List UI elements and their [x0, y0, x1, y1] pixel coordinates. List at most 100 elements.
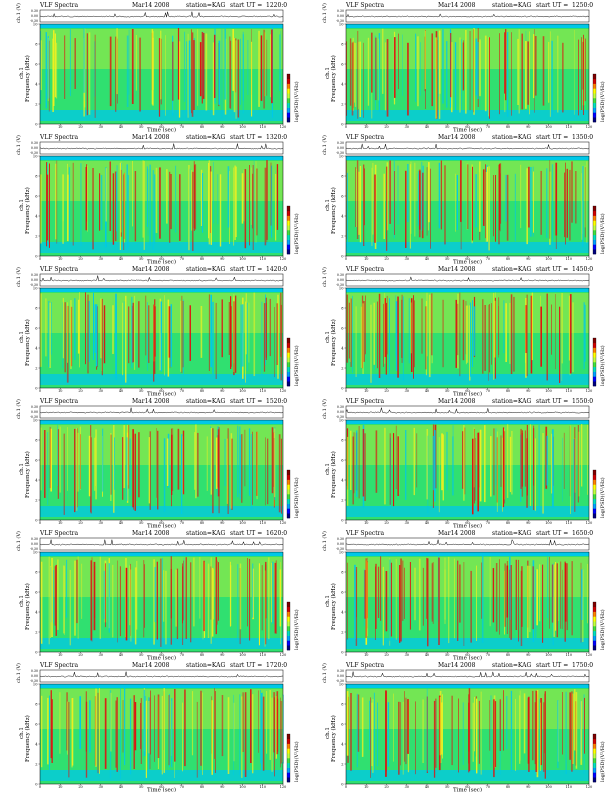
x-tick-label: 80	[200, 785, 204, 789]
header-start-label: start UT =	[536, 530, 568, 537]
spectrogram-streak	[525, 305, 526, 363]
y-tick-label: 4	[35, 82, 38, 86]
spectrogram-streak	[433, 700, 436, 778]
spectrogram-streak	[57, 429, 59, 499]
spectrogram-streak	[527, 565, 529, 638]
spectrogram-streak	[247, 558, 248, 627]
spectrogram-streak	[367, 37, 370, 106]
spectrogram-streak	[159, 298, 161, 371]
spectrogram-streak	[472, 300, 473, 367]
colorbar-segment	[593, 88, 596, 94]
x-tick-label: 120	[280, 521, 286, 525]
spectrogram-streak	[539, 699, 540, 768]
spectrogram-streak	[153, 559, 155, 645]
header-start-label: start UT =	[230, 2, 262, 9]
channel-side-label: ch.1	[325, 727, 331, 739]
header-start-ut: 1520:0	[266, 398, 287, 405]
y-tick-label: 2	[341, 498, 343, 502]
spectrogram-streak	[552, 563, 554, 646]
x-tick-label: 70	[180, 521, 184, 525]
colorbar-segment	[287, 489, 290, 495]
spectrogram-streak	[475, 174, 477, 228]
spectrogram-streak	[208, 163, 210, 239]
spectrogram-streak	[499, 699, 501, 751]
spectrogram-streak	[182, 702, 183, 772]
panel-svg: VLF Spectra Mar14 2008 station=KAG start UT…	[321, 266, 606, 398]
spectrogram-streak	[269, 690, 271, 760]
waveform-tick-label: 0.30	[337, 537, 344, 541]
spectrogram-streak	[244, 692, 247, 777]
colorbar-segment	[287, 234, 290, 240]
colorbar-segment	[287, 347, 290, 353]
spectrogram-streak	[557, 35, 559, 113]
spectrogram-streak	[92, 168, 94, 250]
spectrogram-streak	[428, 162, 430, 223]
colorbar-segment	[593, 352, 596, 358]
spectrogram-streak	[389, 559, 391, 641]
spectrogram-streak	[281, 438, 282, 514]
spectrogram-streak	[279, 34, 281, 92]
spectrogram-streak	[431, 564, 433, 620]
header-start-ut: 1550:0	[572, 398, 593, 405]
spectrogram-streak	[262, 696, 265, 771]
spectrogram-streak	[100, 298, 102, 359]
spectrogram-upper-band	[346, 689, 589, 729]
spectrogram-streak	[509, 302, 511, 364]
spectrogram-streak	[581, 569, 583, 620]
spectrogram-streak	[143, 160, 145, 250]
colorbar-segment	[593, 767, 596, 773]
spectrogram-streak	[189, 168, 191, 246]
spectrogram-streak	[506, 561, 508, 634]
spectrogram-streak	[252, 165, 254, 250]
header-start-label: start UT =	[230, 662, 262, 669]
spectrogram-streak	[515, 698, 516, 771]
header-product: VLF Spectra	[345, 2, 385, 9]
spectrogram-streak	[184, 689, 186, 767]
spectrogram-streak	[494, 300, 496, 358]
x-tick-label: 70	[486, 257, 490, 261]
spectrogram-streak	[500, 173, 501, 232]
spectrogram-streak	[85, 292, 86, 365]
x-tick-label: 0	[345, 125, 347, 129]
spectrogram-panel: VLF Spectra Mar14 2008 station=KAG start UT…	[0, 528, 306, 662]
x-tick-label: 40	[425, 125, 429, 129]
spectrogram-streak	[383, 173, 385, 240]
spectrogram-streak	[432, 562, 434, 624]
spectrogram-streak	[124, 688, 126, 766]
x-tick-label: 60	[159, 521, 163, 525]
y-tick-label: 0	[341, 518, 344, 522]
spectrogram-streak	[122, 302, 124, 376]
spectrogram-streak	[432, 435, 435, 491]
spectrogram-streak	[503, 690, 504, 751]
colorbar-segment	[287, 772, 290, 778]
spectrogram-streak	[543, 702, 545, 772]
colorbar-segment	[593, 630, 596, 636]
spectrogram-streak	[472, 702, 474, 762]
frequency-axis-label: Frequency (kHz)	[24, 715, 31, 762]
spectrogram-streak	[382, 28, 384, 94]
colorbar-segment	[287, 249, 290, 255]
spectrogram-streak	[93, 437, 96, 491]
x-tick-label: 0	[39, 653, 41, 657]
spectrogram-streak	[50, 428, 52, 492]
spectrogram-streak	[170, 556, 172, 645]
spectrogram-streak	[565, 691, 567, 775]
header-date: Mar14 2008	[438, 530, 476, 537]
spectrogram-streak	[264, 570, 266, 647]
spectrogram-streak	[56, 42, 58, 99]
spectrogram-streak	[400, 702, 401, 766]
spectrogram-streak	[393, 693, 394, 762]
x-tick-label: 60	[159, 125, 163, 129]
spectrogram-low-band	[346, 110, 589, 121]
spectrogram-streak	[99, 556, 101, 639]
y-tick-label: 4	[341, 478, 344, 482]
spectrogram-streak	[103, 570, 105, 620]
spectrogram-streak	[484, 305, 486, 371]
spectrogram-streak	[219, 174, 222, 247]
spectrogram-streak	[563, 432, 565, 489]
colorbar-segment	[287, 734, 290, 740]
spectrogram-streak	[237, 564, 239, 642]
x-tick-label: 40	[119, 521, 123, 525]
spectrogram-streak	[372, 699, 374, 773]
spectrogram-streak	[182, 301, 184, 368]
